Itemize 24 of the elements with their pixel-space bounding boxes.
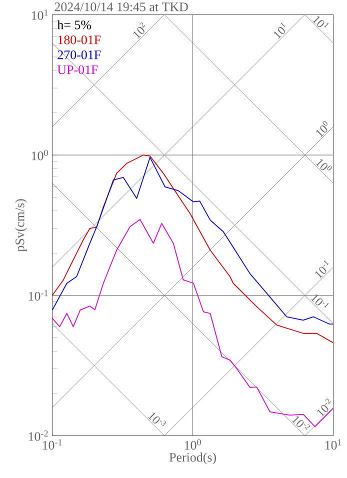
y-axis-title: pSv(cm/s) [15, 199, 27, 252]
y-tick-label: 10$^{-1}$ [28, 290, 48, 301]
text: 180-01F [58, 36, 101, 44]
x-tick-label: 10$^{0}$ [184, 439, 201, 450]
y-tick-label: 10$^{1}$ [32, 9, 48, 20]
annotation: 10$^{-1}$ [310, 294, 329, 308]
x-axis-title: Period(s) [169, 452, 216, 464]
text: 270-01F [58, 50, 101, 60]
annotation: 10$^{-2}$ [292, 416, 310, 430]
annotation: 10$^{-1}$ [315, 260, 329, 279]
text: UP-01F [57, 65, 98, 74]
x-tick-label: 10$^{1}$ [325, 439, 342, 450]
annotation: 10$^{-2}$ [317, 398, 331, 417]
y-tick-label: 10$^{0}$ [32, 150, 48, 160]
annotation: 10$^{0}$ [316, 120, 328, 138]
annotation: 10$^{2}$ [133, 22, 146, 39]
x-tick-label: 10$^{-1}$ [42, 439, 62, 450]
annotation: 10$^{1}$ [274, 22, 286, 39]
y-tick-label: 10$^{-2}$ [28, 430, 48, 441]
annotation: 10$^{0}$ [316, 159, 332, 170]
annotation: h= 5% [57, 20, 92, 30]
chart-title: 2024/10/14 19:45 at TKD [54, 2, 188, 12]
annotation: 10$^{-3}$ [148, 412, 166, 426]
annotation: 10$^{1}$ [312, 16, 329, 28]
